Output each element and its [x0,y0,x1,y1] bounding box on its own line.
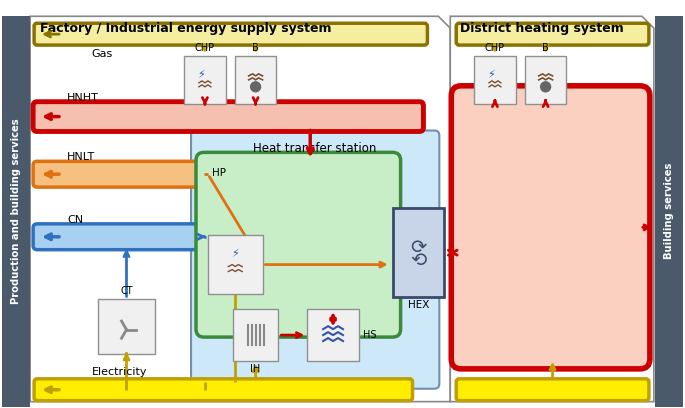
Text: District heating system: District heating system [460,22,624,35]
FancyBboxPatch shape [208,235,262,295]
Text: B: B [543,43,549,53]
Text: HP: HP [212,168,226,178]
FancyBboxPatch shape [33,224,208,250]
FancyBboxPatch shape [655,16,683,407]
FancyBboxPatch shape [456,23,649,45]
Text: CT: CT [120,286,133,296]
FancyBboxPatch shape [33,102,423,131]
Text: B: B [252,43,259,53]
Text: Production and building services: Production and building services [11,118,21,304]
FancyBboxPatch shape [34,379,412,401]
Text: HS: HS [363,330,376,340]
FancyBboxPatch shape [196,152,401,337]
FancyBboxPatch shape [191,131,439,389]
FancyBboxPatch shape [34,23,427,45]
Text: HEX: HEX [408,300,429,310]
Text: HNLT: HNLT [67,152,95,162]
Text: Factory / Industrial energy supply system: Factory / Industrial energy supply syste… [40,22,332,35]
FancyBboxPatch shape [235,56,277,104]
Text: ⚡: ⚡ [232,250,239,259]
Text: HNHT: HNHT [67,93,99,103]
FancyBboxPatch shape [233,309,278,361]
Circle shape [251,82,260,92]
Text: ⟲: ⟲ [410,251,427,270]
Text: Electricity: Electricity [92,367,147,377]
Text: ⚡: ⚡ [487,70,495,80]
Polygon shape [30,16,450,401]
FancyBboxPatch shape [451,86,650,369]
Text: CHP: CHP [195,43,215,53]
FancyBboxPatch shape [456,379,649,401]
FancyBboxPatch shape [184,56,226,104]
FancyBboxPatch shape [308,309,359,361]
Text: Gas: Gas [92,49,113,59]
Circle shape [540,82,551,92]
FancyBboxPatch shape [393,208,445,297]
Text: CN: CN [67,215,83,225]
Text: ⟳: ⟳ [410,238,427,257]
FancyBboxPatch shape [98,299,155,354]
Text: IH: IH [251,364,261,374]
Polygon shape [450,16,654,401]
FancyBboxPatch shape [474,56,516,104]
Text: ⚡: ⚡ [197,70,205,80]
Text: Heat transfer station: Heat transfer station [253,142,377,155]
Text: Building services: Building services [664,163,674,259]
FancyBboxPatch shape [2,16,30,407]
FancyBboxPatch shape [33,161,208,187]
FancyBboxPatch shape [525,56,566,104]
Text: CHP: CHP [485,43,505,53]
